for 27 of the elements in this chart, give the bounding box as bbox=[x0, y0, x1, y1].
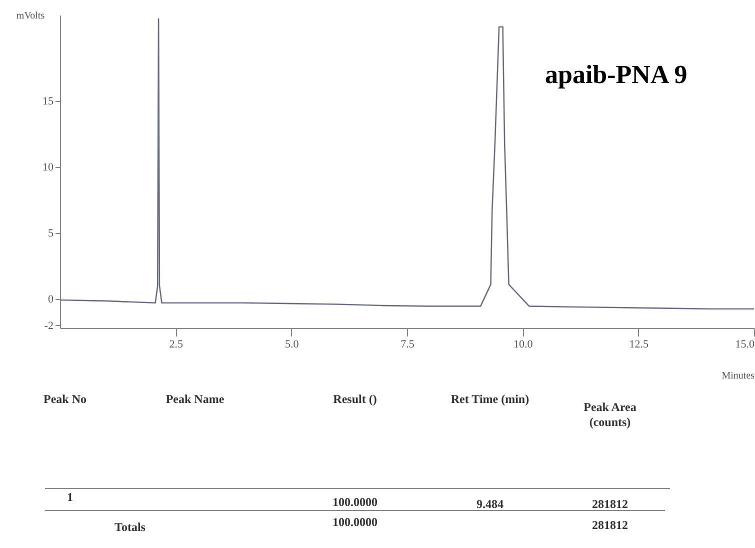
x-tick-label: 10.0 bbox=[514, 338, 534, 350]
y-tick-label: 10 bbox=[42, 161, 54, 174]
text: Totals bbox=[114, 520, 146, 535]
x-tick-label: 15.0 bbox=[735, 338, 755, 350]
x-tick-label: 12.5 bbox=[629, 338, 649, 350]
text: Peak Name bbox=[164, 392, 226, 407]
text: 1 bbox=[66, 490, 74, 505]
x-axis-title: Minutes bbox=[722, 370, 755, 382]
text: 9.484 bbox=[476, 497, 504, 512]
y-tick-label: 0 bbox=[48, 293, 54, 306]
text: Peak Area (counts) bbox=[582, 400, 638, 430]
y-tick-label: 5 bbox=[48, 227, 54, 240]
text: Ret Time (min) bbox=[450, 392, 530, 407]
y-axis-title: mVolts bbox=[16, 10, 45, 22]
y-tick-label: -2 bbox=[44, 320, 54, 332]
text: 281812 bbox=[591, 497, 629, 512]
text: apaib-PNA 9 bbox=[545, 60, 688, 90]
text: Result () bbox=[332, 392, 378, 407]
text: Peak No bbox=[42, 392, 88, 407]
text: 100.0000 bbox=[332, 495, 378, 510]
x-tick-label: 5.0 bbox=[284, 338, 300, 350]
text: 100.0000 bbox=[332, 515, 378, 530]
y-tick-label: 15 bbox=[42, 95, 54, 108]
x-tick-label: 7.5 bbox=[400, 338, 415, 350]
line-series bbox=[60, 18, 754, 310]
x-tick-label: 2.5 bbox=[169, 338, 184, 350]
text: 281812 bbox=[591, 518, 629, 533]
